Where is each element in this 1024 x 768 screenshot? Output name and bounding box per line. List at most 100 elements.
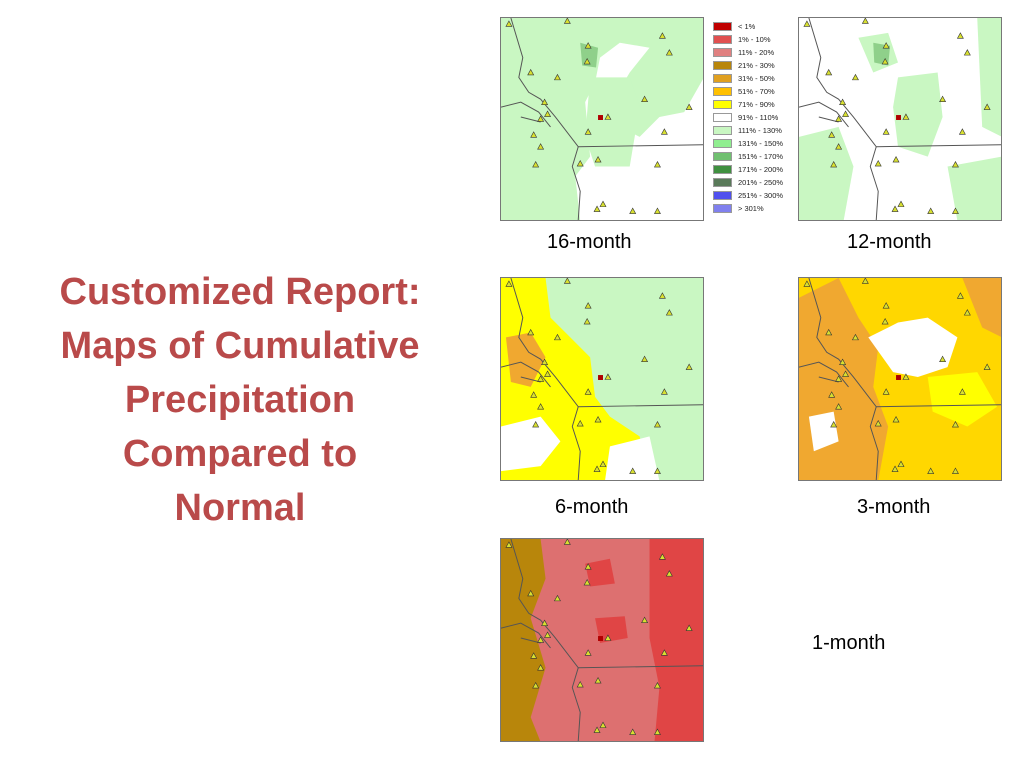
station-marker-icon — [544, 370, 552, 377]
station-marker-icon — [830, 420, 838, 428]
caption-16-month: 16-month — [547, 231, 632, 253]
site-marker-icon — [896, 115, 901, 120]
legend-item: 151% - 170% — [713, 150, 798, 163]
station-marker-icon — [584, 649, 592, 656]
station-marker-icon — [835, 375, 843, 382]
station-marker-icon — [563, 18, 571, 24]
station-marker-icon — [584, 388, 592, 395]
legend-label: 151% - 170% — [738, 152, 784, 161]
site-marker-icon — [896, 375, 901, 380]
station-marker-icon — [527, 68, 535, 76]
station-marker-icon — [604, 373, 612, 380]
station-marker-icon — [665, 309, 673, 316]
station-marker-icon — [541, 619, 549, 626]
station-marker-icon — [658, 32, 666, 39]
station-marker-icon — [891, 465, 899, 472]
map-canvas — [799, 18, 1001, 220]
map-3-month — [798, 277, 1002, 481]
precip-region — [585, 558, 615, 587]
station-marker-icon — [882, 42, 890, 49]
station-marker-icon — [541, 98, 549, 105]
station-marker-icon — [835, 143, 843, 150]
legend-item: 201% - 250% — [713, 176, 798, 189]
legend-swatch — [713, 126, 732, 135]
station-marker-icon — [951, 160, 959, 168]
caption-12-month: 12-month — [847, 231, 932, 253]
station-marker-icon — [956, 32, 964, 39]
precip-region — [808, 411, 839, 452]
station-marker-icon — [839, 98, 847, 105]
station-marker-icon — [505, 541, 513, 548]
station-marker-icon — [951, 207, 959, 214]
station-marker-icon — [576, 419, 584, 427]
station-marker-icon — [842, 370, 850, 377]
station-marker-icon — [882, 302, 890, 309]
legend-label: 201% - 250% — [738, 178, 784, 187]
station-marker-icon — [576, 159, 584, 167]
precip-region — [927, 372, 998, 427]
precip-region — [595, 616, 628, 643]
station-marker-icon — [874, 419, 882, 427]
station-marker-icon — [530, 131, 538, 138]
title-line-1: Customized Report: — [59, 271, 421, 313]
station-marker-icon — [641, 95, 649, 102]
station-marker-icon — [593, 726, 601, 733]
station-marker-icon — [892, 416, 900, 423]
station-marker-icon — [874, 159, 882, 167]
station-marker-icon — [897, 460, 905, 467]
station-marker-icon — [927, 207, 935, 214]
station-marker-icon — [835, 115, 843, 122]
caption-6-month: 6-month — [555, 496, 629, 518]
precip-region — [868, 317, 958, 378]
title-line-5: Normal — [174, 487, 306, 529]
station-marker-icon — [641, 355, 649, 362]
caption-1-month: 1-month — [812, 632, 886, 654]
precip-region — [501, 539, 546, 741]
station-marker-icon — [527, 328, 535, 336]
legend-item: 11% - 20% — [713, 46, 798, 59]
station-marker-icon — [881, 57, 889, 65]
site-marker-icon — [598, 115, 603, 120]
legend-swatch — [713, 165, 732, 174]
station-marker-icon — [956, 292, 964, 299]
legend-swatch — [713, 204, 732, 213]
station-marker-icon — [532, 420, 540, 428]
precip-region — [545, 278, 703, 480]
station-marker-icon — [537, 403, 545, 410]
station-marker-icon — [653, 207, 661, 214]
precip-region — [605, 436, 660, 480]
legend-label: 31% - 50% — [738, 74, 775, 83]
state-border — [808, 18, 879, 220]
station-marker-icon — [537, 664, 545, 671]
precip-region — [580, 42, 599, 68]
state-border — [510, 278, 581, 480]
station-marker-icon — [951, 420, 959, 428]
state-border — [501, 622, 551, 649]
precip-region — [585, 77, 640, 167]
legend-swatch — [713, 113, 732, 122]
station-marker-icon — [839, 358, 847, 365]
station-marker-icon — [660, 649, 668, 656]
map-canvas — [501, 18, 703, 220]
station-marker-icon — [851, 333, 859, 341]
legend-swatch — [713, 61, 732, 70]
station-marker-icon — [835, 403, 843, 410]
station-marker-icon — [532, 160, 540, 168]
station-marker-icon — [825, 68, 833, 76]
station-marker-icon — [958, 128, 966, 135]
station-marker-icon — [653, 467, 661, 474]
station-marker-icon — [882, 128, 890, 135]
station-marker-icon — [685, 624, 693, 631]
station-marker-icon — [951, 467, 959, 474]
station-marker-icon — [576, 680, 584, 688]
station-marker-icon — [553, 73, 561, 81]
map-canvas — [799, 278, 1001, 480]
station-marker-icon — [584, 563, 592, 570]
station-marker-icon — [505, 20, 513, 27]
precip-region — [962, 278, 1001, 337]
station-marker-icon — [583, 578, 591, 586]
station-marker-icon — [939, 95, 947, 102]
site-marker-icon — [598, 636, 603, 641]
state-border — [520, 116, 541, 123]
station-marker-icon — [803, 280, 811, 287]
